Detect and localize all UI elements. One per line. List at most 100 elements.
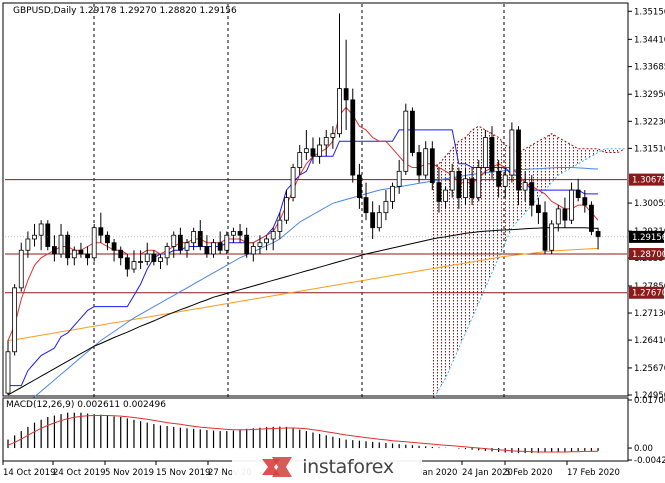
candle xyxy=(396,160,402,194)
candle-body xyxy=(284,197,289,221)
candle xyxy=(277,212,283,239)
time-tick-label: 24 Jan 2020 xyxy=(462,468,513,478)
current-price-tag xyxy=(629,230,664,243)
candle-body xyxy=(463,178,468,199)
time-tick-label: 15 Nov 2019 xyxy=(156,468,210,478)
candle-body xyxy=(343,88,349,101)
candle-body xyxy=(376,212,382,229)
candle-body xyxy=(12,287,18,353)
candle-body xyxy=(158,257,163,262)
candle xyxy=(197,220,203,251)
macd-tick-label: 0.017003 xyxy=(634,396,665,406)
candle xyxy=(25,231,31,258)
candle-body xyxy=(191,231,197,244)
candle-body xyxy=(277,219,283,232)
price-axis: 1.35156 1.34410 1.33685 1.32950 1.32230 1.315… xyxy=(5,7,665,401)
candle-body xyxy=(403,110,409,172)
candle-body xyxy=(58,234,64,255)
candle xyxy=(476,160,482,202)
candle xyxy=(177,227,183,255)
ma-black-line xyxy=(7,227,599,396)
candle-body xyxy=(164,246,170,259)
price-tick-label: 1.35156 xyxy=(634,7,665,17)
candle-body xyxy=(25,238,31,251)
candle-body xyxy=(257,242,263,247)
candle-body xyxy=(469,178,475,199)
senkou-span-a-line xyxy=(432,125,625,168)
candle xyxy=(5,340,11,395)
candle-body xyxy=(502,174,508,187)
candle-body xyxy=(509,129,515,176)
time-tick-label: 5 Feb 2020 xyxy=(505,468,553,478)
ma-orange-line xyxy=(7,247,599,341)
candle xyxy=(429,141,435,191)
instaforex-logo-icon xyxy=(262,457,293,477)
candle xyxy=(383,190,389,221)
candle xyxy=(71,246,77,266)
candle-body xyxy=(542,212,548,251)
candle-body xyxy=(71,249,77,259)
candle-body xyxy=(476,167,482,199)
candle xyxy=(58,223,64,258)
candle-body xyxy=(330,133,336,138)
candle-body xyxy=(363,197,369,214)
candle-body xyxy=(18,249,24,289)
candle-body xyxy=(482,137,488,168)
candle xyxy=(390,182,395,209)
candle xyxy=(469,167,475,206)
level-tag-label: 1.27670 xyxy=(632,289,665,299)
candle-body xyxy=(569,189,574,221)
macd-tick-label: -0.004231 xyxy=(634,456,665,466)
candle xyxy=(562,197,568,228)
candle-body xyxy=(5,351,11,394)
candle xyxy=(217,231,223,255)
candle xyxy=(144,242,150,266)
candle xyxy=(237,223,243,243)
price-tick-label: 1.25670 xyxy=(634,364,665,374)
candle xyxy=(595,227,601,250)
candle xyxy=(52,235,57,262)
candle xyxy=(284,190,289,224)
candle xyxy=(131,250,137,273)
candle xyxy=(231,227,236,243)
candle xyxy=(542,201,548,255)
candle xyxy=(164,242,170,266)
candle-body xyxy=(85,253,90,259)
candle xyxy=(489,126,495,179)
candle-body xyxy=(383,200,389,214)
candle xyxy=(449,163,455,198)
candle-body xyxy=(217,242,223,251)
candle xyxy=(91,223,97,262)
candle-body xyxy=(575,189,581,199)
senkou-span-b-line xyxy=(431,148,625,401)
time-tick-label: Jan 2020 xyxy=(419,468,457,478)
candle xyxy=(85,246,90,266)
candle-body xyxy=(105,234,110,244)
candle-body xyxy=(138,261,144,263)
candle-body xyxy=(184,242,190,251)
candle xyxy=(38,220,44,251)
candle-body xyxy=(303,148,309,153)
candle-body xyxy=(111,242,117,251)
watermark-text: instaforex xyxy=(302,456,394,478)
candle xyxy=(78,242,84,258)
candle xyxy=(403,103,409,176)
candle xyxy=(303,129,309,161)
candle-body xyxy=(516,129,521,191)
macd-axis: 0.017003 0.00 -0.004231 xyxy=(628,396,665,466)
candle-body xyxy=(78,249,84,255)
candle xyxy=(337,13,342,138)
macd-histogram xyxy=(7,412,599,454)
candle-body xyxy=(45,223,51,247)
candle-body xyxy=(317,144,323,157)
candle-body xyxy=(416,152,422,176)
time-tick-label: 24 Oct 2019 xyxy=(53,468,106,478)
candle xyxy=(224,231,230,255)
candle-body xyxy=(529,182,535,206)
candle-body xyxy=(390,185,395,202)
candle-body xyxy=(536,204,541,214)
macd-label: MACD(12,26,9) 0.002611 0.002496 xyxy=(6,400,166,410)
time-tick-label: 27 Nov 20 xyxy=(208,468,252,478)
candle xyxy=(257,235,263,255)
candle xyxy=(65,231,71,266)
